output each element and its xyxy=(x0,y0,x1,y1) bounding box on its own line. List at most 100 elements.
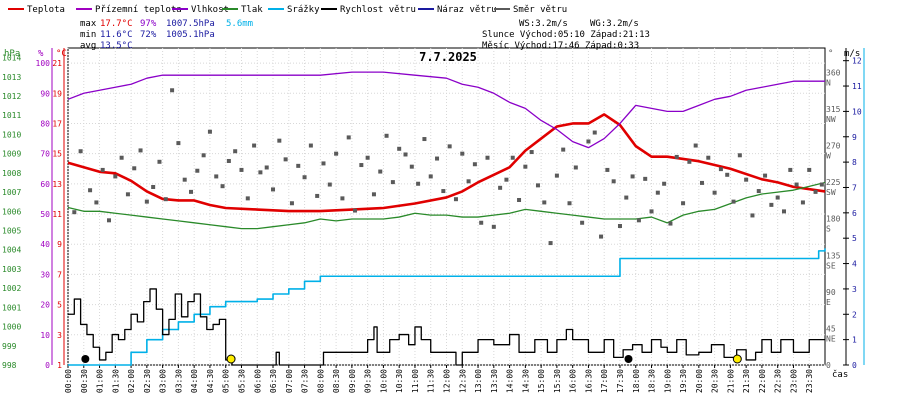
tick-label-time: 13:00 xyxy=(474,369,483,393)
point-wind-direction xyxy=(94,200,99,205)
point-wind-direction xyxy=(750,213,755,218)
tick-label-direction: NW xyxy=(826,115,836,124)
point-wind-direction xyxy=(466,179,471,184)
point-wind-direction xyxy=(712,190,717,195)
tick-label-direction: SE xyxy=(826,261,836,270)
tick-label-pressure: 1001 xyxy=(2,303,21,312)
tick-label-time: 05:00 xyxy=(222,369,231,393)
point-wind-direction xyxy=(441,189,446,194)
point-wind-direction xyxy=(687,159,692,164)
stat-min-temp: 11.6°C xyxy=(100,30,133,40)
point-wind-direction xyxy=(107,218,112,223)
point-wind-direction xyxy=(416,181,421,186)
axis-title-humidity: % xyxy=(38,49,44,59)
point-wind-direction xyxy=(132,166,137,171)
tick-label-time: 17:30 xyxy=(616,369,625,393)
point-wind-direction xyxy=(428,174,433,179)
point-wind-direction xyxy=(472,162,477,167)
tick-label-pressure: 1012 xyxy=(2,92,21,101)
point-wind-direction xyxy=(554,173,559,178)
legend-label: Srážky xyxy=(287,5,320,15)
point-wind-direction xyxy=(384,133,389,138)
tick-label-wind: 11 xyxy=(852,82,862,91)
point-wind-direction xyxy=(813,189,818,194)
point-wind-direction xyxy=(636,218,641,223)
point-wind-direction xyxy=(258,170,263,175)
tick-label-pressure: 1010 xyxy=(2,130,21,139)
tick-label-time: 19:00 xyxy=(663,369,672,393)
point-wind-direction xyxy=(359,163,364,168)
point-wind-direction xyxy=(763,173,768,178)
tick-label-time: 20:30 xyxy=(711,369,720,393)
stat-avg-temp: 13.5°C xyxy=(100,41,133,51)
tick-label-time: 14:00 xyxy=(506,369,515,393)
tick-label-temperature: 5 xyxy=(57,301,62,310)
point-wind-direction xyxy=(157,159,162,164)
series-rychlost-vetru xyxy=(68,288,825,366)
stat-max-rain: 5.6mm xyxy=(226,19,253,29)
tick-label-pressure: 1013 xyxy=(2,73,21,82)
tick-label-wind: 0 xyxy=(852,361,857,370)
tick-label-time: 00:00 xyxy=(64,369,73,393)
tick-label-humidity: 30 xyxy=(40,270,50,279)
point-wind-direction xyxy=(239,167,244,172)
tick-label-time: 02:30 xyxy=(143,369,152,393)
legend-label: Rychlost větru xyxy=(340,5,416,15)
tick-label-humidity: 90 xyxy=(40,89,50,98)
tick-label-time: 06:00 xyxy=(253,369,262,393)
point-wind-direction xyxy=(308,143,313,148)
point-wind-direction xyxy=(403,152,408,157)
point-wind-direction xyxy=(189,189,194,194)
point-wind-direction xyxy=(283,157,288,162)
tick-label-humidity: 80 xyxy=(40,119,50,128)
point-wind-direction xyxy=(277,138,282,143)
point-wind-direction xyxy=(195,168,200,173)
tick-label-wind: 3 xyxy=(852,285,857,294)
tick-label-time: 21:00 xyxy=(726,369,735,393)
tick-label-pressure: 1000 xyxy=(2,323,21,332)
point-wind-direction xyxy=(769,202,774,207)
point-wind-direction xyxy=(220,184,225,189)
tick-label-time: 20:00 xyxy=(695,369,704,393)
point-wind-direction xyxy=(548,241,553,246)
point-wind-direction xyxy=(138,148,143,153)
tick-label-humidity: 50 xyxy=(40,210,50,219)
tick-label-time: 17:00 xyxy=(600,369,609,393)
tick-label-direction: 0 xyxy=(826,361,831,370)
point-wind-direction xyxy=(592,130,597,135)
tick-label-time: 12:00 xyxy=(443,369,452,393)
point-wind-direction xyxy=(807,167,812,172)
series-srazky xyxy=(68,248,826,366)
tick-label-pressure: 998 xyxy=(2,361,17,370)
tick-label-direction: NE xyxy=(826,334,836,343)
point-wind-direction xyxy=(794,182,799,187)
point-wind-direction xyxy=(617,224,622,229)
tick-label-wind: 5 xyxy=(852,234,857,243)
stat-max-temp: 17.7°C xyxy=(100,19,133,29)
point-wind-direction xyxy=(718,167,723,172)
tick-label-direction: 315 xyxy=(826,105,841,114)
tick-label-humidity: 20 xyxy=(40,301,50,310)
tick-label-direction: N xyxy=(826,78,831,87)
point-wind-direction xyxy=(340,196,345,201)
point-wind-direction xyxy=(245,196,250,201)
tick-label-time: 09:30 xyxy=(364,369,373,393)
tick-label-time: 08:30 xyxy=(332,369,341,393)
point-wind-direction xyxy=(781,209,786,214)
point-wind-direction xyxy=(655,190,660,195)
info-wind-gust: WG:3.2m/s xyxy=(590,19,639,29)
marker-sunset xyxy=(732,354,742,364)
tick-label-time: 13:30 xyxy=(490,369,499,393)
tick-label-direction: 360 xyxy=(826,68,841,77)
tick-label-humidity: 40 xyxy=(40,240,50,249)
point-wind-direction xyxy=(151,184,156,189)
tick-label-pressure: 1014 xyxy=(2,54,21,63)
point-wind-direction xyxy=(435,156,440,161)
tick-label-wind: 1 xyxy=(852,336,857,345)
tick-label-time: 07:00 xyxy=(285,369,294,393)
tick-label-time: 11:30 xyxy=(427,369,436,393)
point-wind-direction xyxy=(504,177,509,182)
tick-label-pressure: 1005 xyxy=(2,227,21,236)
tick-label-pressure: 1002 xyxy=(2,284,21,293)
